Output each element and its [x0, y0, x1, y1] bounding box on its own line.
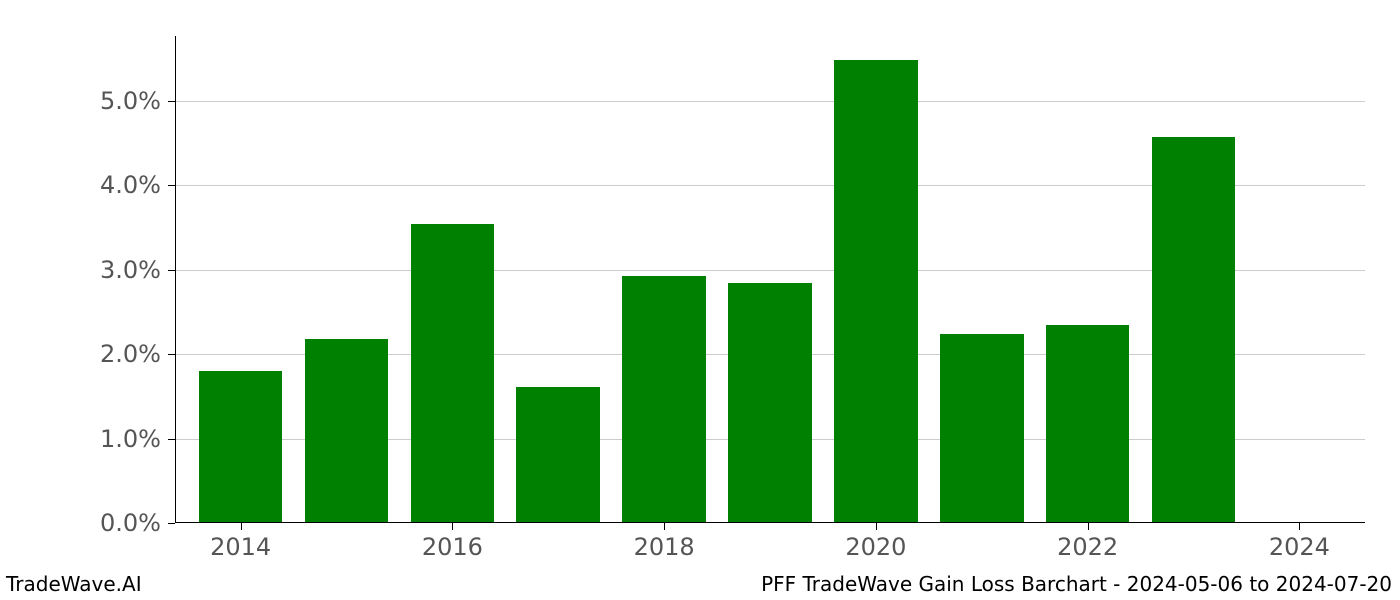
bar	[305, 339, 389, 523]
chart-container: 0.0% 1.0% 2.0% 3.0% 4.0% 5.0% 2014 2016 2018 2020…	[0, 0, 1400, 600]
ytick-label: 0.0%	[100, 509, 175, 537]
bar	[1152, 137, 1236, 523]
xtick-label: 2018	[634, 523, 695, 561]
y-axis-line	[175, 36, 176, 523]
xtick-label: 2024	[1269, 523, 1330, 561]
bar	[516, 387, 600, 523]
xtick-label: 2016	[422, 523, 483, 561]
ytick-label: 1.0%	[100, 425, 175, 453]
bar	[940, 334, 1024, 523]
footer-right-text: PFF TradeWave Gain Loss Barchart - 2024-…	[761, 572, 1392, 596]
bar	[199, 371, 283, 523]
bar	[622, 276, 706, 523]
x-axis-line	[175, 522, 1365, 523]
ytick-label: 2.0%	[100, 340, 175, 368]
bar	[1046, 325, 1130, 523]
bar	[834, 60, 918, 523]
bar	[728, 283, 812, 523]
gridline	[175, 101, 1365, 102]
ytick-label: 3.0%	[100, 256, 175, 284]
plot-area: 0.0%1.0%2.0%3.0%4.0%5.0%2014201620182020…	[175, 36, 1365, 523]
footer-left-text: TradeWave.AI	[6, 572, 142, 596]
bar	[411, 224, 495, 523]
ytick-label: 5.0%	[100, 87, 175, 115]
xtick-label: 2020	[845, 523, 906, 561]
xtick-label: 2014	[210, 523, 271, 561]
xtick-label: 2022	[1057, 523, 1118, 561]
ytick-label: 4.0%	[100, 171, 175, 199]
